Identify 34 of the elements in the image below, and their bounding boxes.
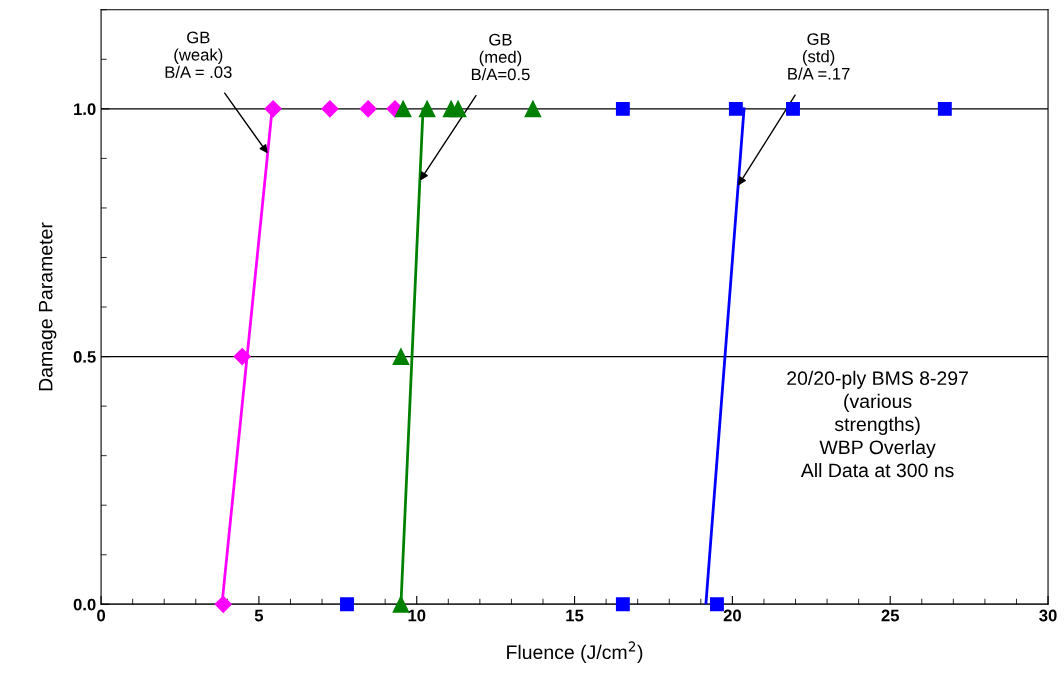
x-axis-title: Fluence (J/cm$^{2}$)	[507, 641, 643, 663]
x-tick-label: 0	[97, 609, 106, 622]
point	[709, 597, 724, 612]
x-tick-label: 25	[881, 609, 900, 622]
x-tick-label: 20	[723, 609, 741, 622]
point	[392, 348, 410, 365]
point	[615, 101, 630, 116]
point	[615, 597, 630, 612]
point	[449, 100, 467, 118]
point	[937, 101, 952, 116]
annotation: GB (weak) B/A = .03	[165, 31, 232, 79]
point	[214, 595, 232, 613]
annotation: GB (med) B/A=0.5	[471, 33, 530, 81]
point	[728, 101, 743, 116]
point	[392, 595, 410, 613]
point	[359, 100, 377, 118]
point	[233, 348, 251, 366]
x-tick-label: 10	[408, 609, 426, 622]
point	[264, 100, 282, 118]
annotation: 20/20-ply BMS 8-297 (various strengths) WBP Overlay All Data at 300 ns	[787, 370, 968, 478]
point	[524, 100, 542, 118]
point	[340, 597, 354, 612]
y-tick-label: 1.0	[74, 103, 96, 116]
point	[394, 100, 412, 118]
y-tick-label: 0.5	[73, 350, 96, 363]
point	[321, 100, 339, 118]
point	[786, 101, 800, 116]
x-tick-label: 5	[254, 609, 264, 622]
annotation: GB (std) B/A =.17	[788, 33, 850, 80]
x-tick-label: 15	[566, 609, 584, 622]
x-tick-label: 30	[1039, 609, 1057, 622]
point	[418, 100, 436, 118]
y-tick-label: 0.0	[73, 598, 96, 611]
y-axis-title: Damage Parameter	[38, 222, 57, 391]
